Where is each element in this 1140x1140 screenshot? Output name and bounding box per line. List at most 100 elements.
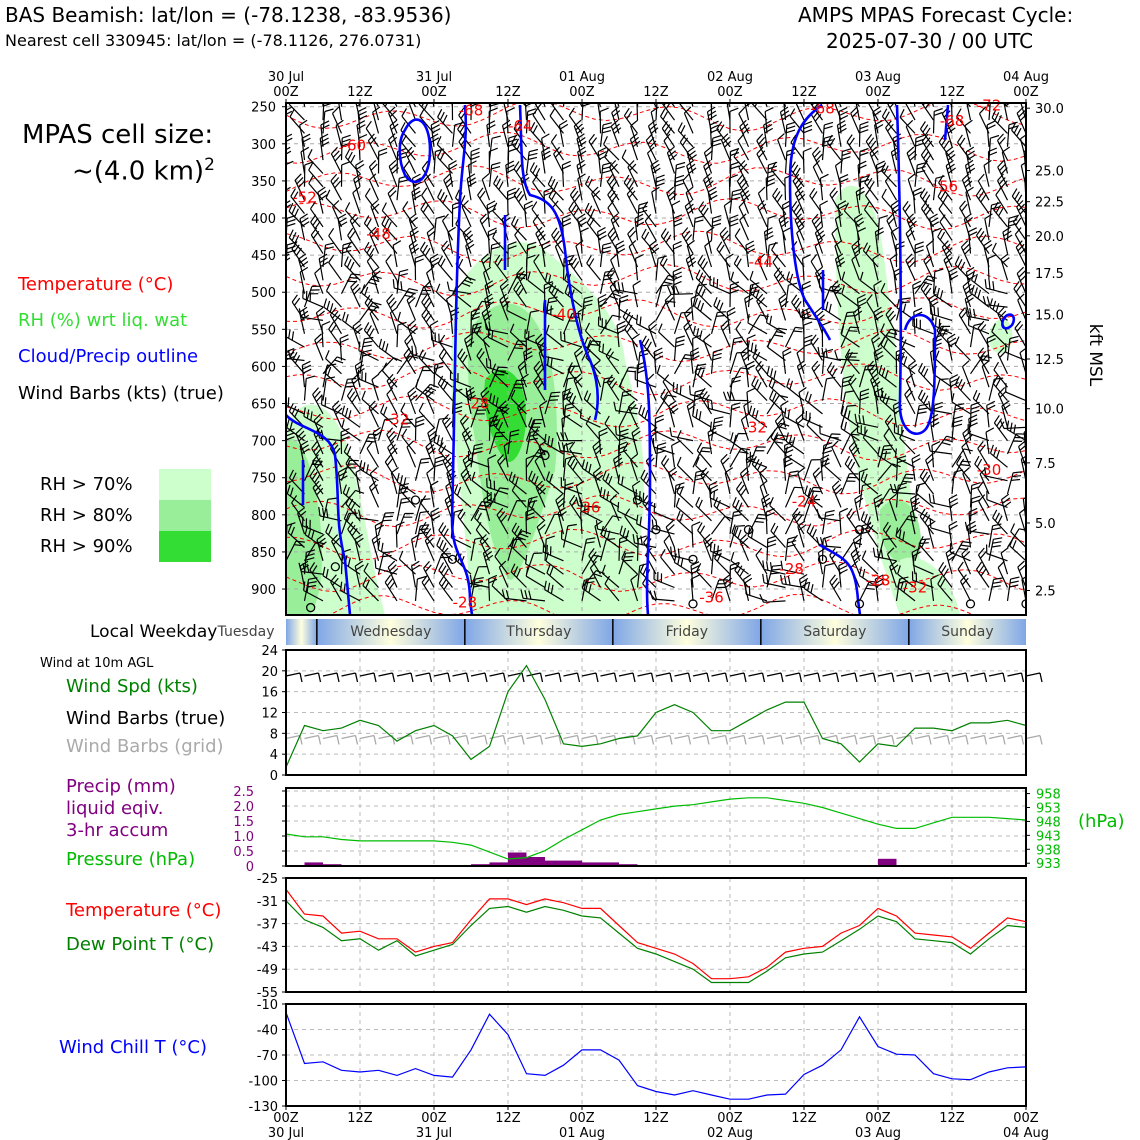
wind-barb: [661, 120, 675, 148]
surface-wind-barb: [581, 672, 599, 683]
wind-barb: [630, 573, 639, 602]
wind-barb: [531, 201, 546, 228]
surface-wind-barb: [785, 734, 803, 745]
wind-barb: [897, 578, 916, 602]
wind-barb: [740, 413, 750, 441]
wind-barb: [579, 227, 589, 254]
surface-wind-barb: [877, 734, 895, 745]
wind-barb: [507, 538, 524, 561]
wind-barb: [695, 456, 712, 482]
wind-barb: [638, 404, 657, 428]
wind-barb: [514, 227, 528, 254]
wind-barb: [510, 215, 527, 241]
wind-barb: [872, 547, 897, 562]
wind-barb: [322, 103, 333, 121]
surface-wind-barb: [655, 672, 673, 683]
wind-barb: [550, 103, 564, 121]
wind-barb: [534, 103, 546, 121]
wind-barb: [473, 322, 490, 348]
wind-barb: [331, 106, 343, 134]
profile-ytick-label: 550: [251, 323, 276, 338]
wind-barb: [1002, 226, 1013, 254]
wind-barb: [749, 284, 768, 308]
wind-barb: [461, 427, 473, 455]
panel-frame: [285, 877, 1027, 993]
wind-barb: [895, 455, 907, 481]
weekday-segment: [612, 619, 761, 645]
wind-barb: [660, 455, 675, 482]
wind-barb: [404, 334, 417, 361]
wind-ytick-label: 20: [261, 665, 278, 680]
wind-barb: [488, 574, 498, 601]
wind-barb: [765, 174, 776, 201]
legend-precip-3: 3-hr accum: [66, 820, 169, 841]
wind-barb: [899, 429, 916, 455]
calm-wind-marker: [854, 599, 865, 609]
wind-barb: [755, 547, 768, 575]
wind-barb: [557, 507, 567, 535]
wind-barb: [713, 296, 731, 321]
wind-barb: [470, 103, 480, 121]
temperature-contour-label: -40: [551, 306, 576, 324]
wind-barb: [303, 407, 324, 428]
wind-barb: [310, 201, 324, 228]
wind-barb: [666, 146, 678, 174]
wind-barb: [929, 213, 940, 241]
wind-barb: [932, 227, 942, 254]
wind-barb: [317, 186, 328, 214]
wind-barb: [436, 536, 453, 562]
wind-barb: [437, 255, 453, 281]
wind-barb: [488, 393, 509, 415]
wind-barb: [365, 120, 379, 148]
surface-wind-barb: [803, 734, 821, 745]
wind-barb: [683, 320, 694, 348]
calm-wind-marker: [965, 599, 976, 609]
weekday-bar: Tuesday Wednesday Thursday Friday Saturday Su…: [217, 619, 1026, 645]
wind-barb: [377, 551, 393, 575]
wind-barb: [735, 481, 750, 508]
wind-barb: [545, 471, 564, 495]
temperature-contour-label: -28: [465, 395, 490, 413]
cell-size-value: ~(4.0 km): [72, 156, 205, 187]
wind-barb: [904, 103, 916, 121]
wind-barb: [690, 561, 701, 588]
wind-barb: [414, 415, 425, 441]
wind-barb: [762, 560, 786, 575]
wind-barb: [491, 363, 509, 388]
wind-barb: [872, 106, 882, 134]
wind-barb: [636, 201, 648, 227]
wind-barb: [729, 510, 743, 535]
wind-barb: [309, 468, 324, 495]
wind-barb: [286, 327, 305, 348]
wind-barb: [438, 575, 453, 602]
wind-barb: [608, 160, 620, 188]
wind-barb: [706, 106, 717, 134]
wind-barb: [656, 364, 675, 388]
wind-barb: [780, 560, 805, 575]
wind-barb: [344, 148, 361, 174]
legend-pressure: Pressure (hPa): [66, 849, 196, 870]
wind-barb: [773, 267, 787, 295]
pressure-ytick-label: 943: [1036, 829, 1061, 844]
wind-barb: [863, 201, 879, 228]
wind-barb: [826, 134, 842, 161]
wind-barb: [814, 239, 824, 268]
pressure-ytick-label: 938: [1036, 843, 1061, 858]
wind-barb: [435, 283, 453, 308]
surface-wind-barb: [933, 734, 951, 745]
wind-barb: [662, 374, 676, 401]
legend-dewpoint: Dew Point T (°C): [66, 934, 215, 955]
wind-barb: [653, 347, 664, 374]
wind-barb: [429, 480, 439, 508]
surface-wind-barb: [359, 734, 377, 745]
wind-barb: [385, 254, 398, 281]
wind-barb: [866, 294, 879, 321]
wind-barb: [568, 201, 583, 228]
wind-barb: [488, 103, 500, 121]
legend-wind-barbs-grid: Wind Barbs (grid): [66, 736, 224, 757]
top-date-label: 30 Jul: [268, 70, 304, 85]
surface-wind-barb: [896, 734, 914, 745]
wind-barb: [579, 409, 601, 428]
wind-barb: [668, 400, 679, 428]
precip-bar: [508, 852, 527, 866]
